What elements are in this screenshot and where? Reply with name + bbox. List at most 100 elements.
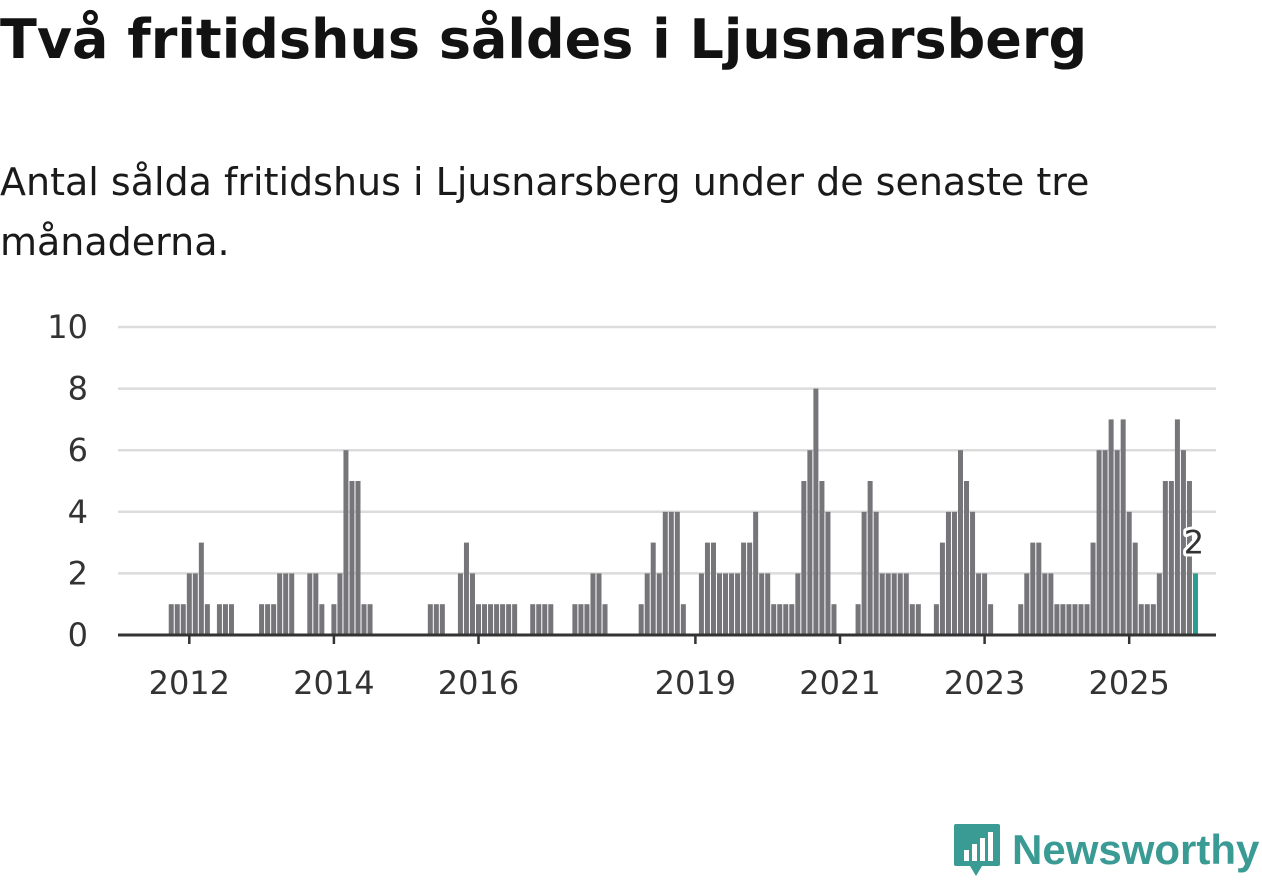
bar xyxy=(783,604,789,635)
bar xyxy=(476,604,481,635)
bar xyxy=(704,542,710,635)
bar xyxy=(771,604,777,635)
bar xyxy=(1120,419,1126,635)
bar xyxy=(958,450,963,635)
bar xyxy=(789,604,795,635)
bar xyxy=(1126,511,1132,635)
bar xyxy=(1024,573,1030,635)
bar xyxy=(933,604,939,635)
bar xyxy=(488,604,494,635)
bar xyxy=(596,573,602,635)
bar xyxy=(988,604,994,635)
bar xyxy=(831,604,837,635)
bar xyxy=(542,604,548,635)
bar xyxy=(1162,481,1168,635)
bar xyxy=(885,573,891,635)
bar xyxy=(1132,542,1138,635)
bar xyxy=(578,604,584,635)
bar xyxy=(656,573,662,635)
bar xyxy=(741,542,747,635)
newsworthy-logo-icon xyxy=(954,824,1000,876)
bar xyxy=(1042,573,1048,635)
bar xyxy=(1030,542,1036,635)
bar xyxy=(506,604,512,635)
bar xyxy=(1084,604,1090,635)
bar xyxy=(819,481,825,635)
bar xyxy=(644,573,650,635)
bar xyxy=(222,604,228,635)
bar xyxy=(861,511,867,635)
bar xyxy=(536,604,542,635)
bar xyxy=(361,604,367,635)
bar xyxy=(548,604,554,635)
bar xyxy=(1018,604,1024,635)
bar xyxy=(337,573,343,635)
bar xyxy=(855,604,861,635)
bar xyxy=(427,604,433,635)
bar xyxy=(945,511,951,635)
bar xyxy=(204,604,210,635)
bar xyxy=(494,604,500,635)
bar xyxy=(970,511,976,635)
bar xyxy=(735,573,741,635)
bar xyxy=(433,604,439,635)
y-tick-label: 4 xyxy=(68,493,88,531)
bar xyxy=(1060,604,1066,635)
bar xyxy=(439,604,445,635)
bar xyxy=(289,573,295,635)
bar xyxy=(265,604,271,635)
brand-name: Newsworthy xyxy=(1012,826,1260,873)
bar xyxy=(283,573,289,635)
bar xyxy=(668,511,674,635)
bar xyxy=(174,604,180,635)
bar xyxy=(650,542,656,635)
x-tick-label: 2012 xyxy=(149,664,230,702)
bar xyxy=(638,604,644,635)
bar xyxy=(873,511,879,635)
bar xyxy=(1168,481,1174,635)
bar-chart: 0 2 4 6 8 10 2012 2014 2016 2019 2021 2023 2025 2 xyxy=(47,308,1216,702)
bar xyxy=(216,604,222,635)
chart-subtitle: Antal sålda fritidshus i Ljusnarsberg un… xyxy=(0,160,1090,264)
bar xyxy=(964,481,970,635)
bar xyxy=(1138,604,1144,635)
bar xyxy=(180,604,186,635)
y-tick-label: 8 xyxy=(68,370,88,408)
bar xyxy=(198,542,204,635)
brand-logo: Newsworthy xyxy=(952,820,1259,880)
bar xyxy=(662,511,668,635)
bar xyxy=(343,450,349,635)
bar xyxy=(228,604,234,635)
bar xyxy=(909,604,915,635)
bar xyxy=(982,573,988,635)
x-tick-label: 2016 xyxy=(438,664,519,702)
bar xyxy=(777,604,783,635)
bar xyxy=(795,573,801,635)
bar xyxy=(307,573,313,635)
bar xyxy=(1066,604,1072,635)
bar xyxy=(1102,450,1108,635)
bar xyxy=(729,573,735,635)
bar-highlight xyxy=(1192,573,1198,635)
bar xyxy=(192,573,198,635)
bar xyxy=(1108,419,1114,635)
chart-title: Två fritidshus såldes i Ljusnarsberg xyxy=(0,8,1088,71)
bar xyxy=(512,604,518,635)
bar xyxy=(1174,419,1180,635)
bar xyxy=(349,481,355,635)
bar xyxy=(1054,604,1060,635)
bar xyxy=(572,604,578,635)
bar xyxy=(747,542,753,635)
bar xyxy=(590,573,596,635)
bar xyxy=(259,604,265,635)
bar xyxy=(319,604,325,635)
y-tick-label: 10 xyxy=(47,308,88,346)
bar xyxy=(602,604,608,635)
bar xyxy=(355,481,361,635)
bar xyxy=(1114,450,1120,635)
bar xyxy=(500,604,506,635)
bar xyxy=(765,573,771,635)
bar xyxy=(1048,573,1054,635)
bar xyxy=(1072,604,1078,635)
bar xyxy=(717,573,722,635)
